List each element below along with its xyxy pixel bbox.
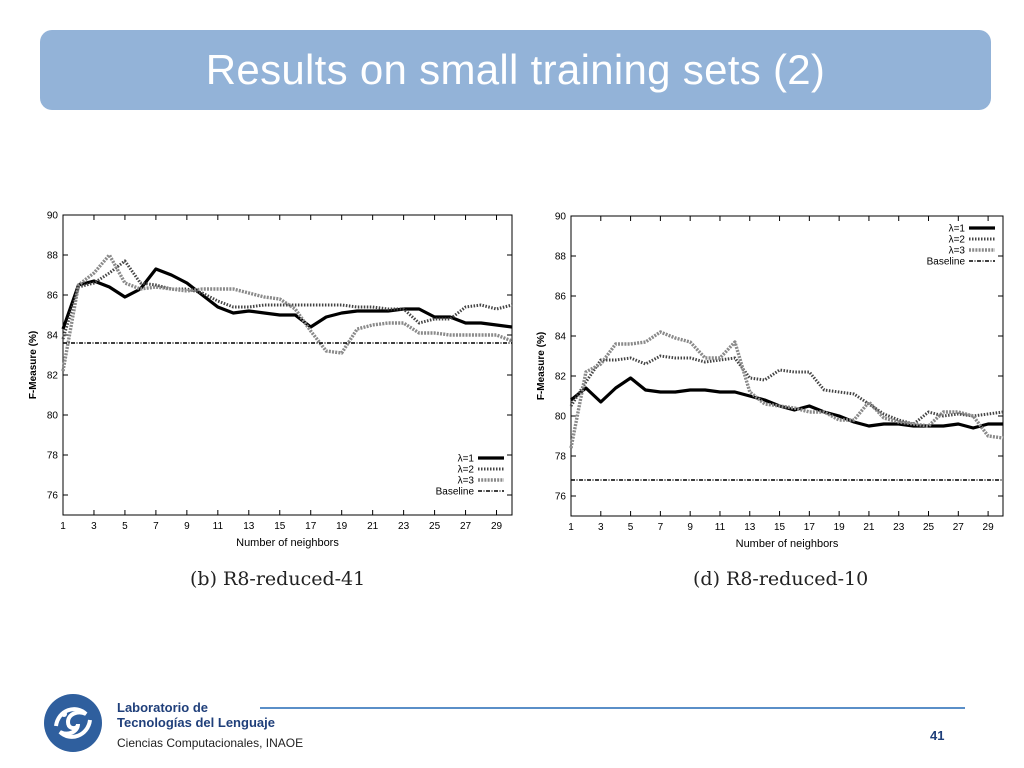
y-tick-label: 82 xyxy=(47,371,59,382)
x-tick-label: 1 xyxy=(60,521,66,532)
y-tick-label: 78 xyxy=(47,451,59,462)
chart-panel-left: 76 78 80 82 84 86 88 90 1 3 5 7 9 11 13 15 17 19 21 23 25 27 2… xyxy=(20,200,520,610)
x-axis-label: Number of neighbors xyxy=(236,537,339,549)
x-tick-label: 5 xyxy=(122,521,128,532)
series-line xyxy=(61,259,513,340)
x-tick-label: 23 xyxy=(893,522,905,533)
x-tick-label: 29 xyxy=(491,521,503,532)
x-tick-label: 7 xyxy=(153,521,159,532)
y-tick-label: 86 xyxy=(47,291,59,302)
x-tick-label: 15 xyxy=(774,522,786,533)
series-line xyxy=(569,330,1004,449)
series-line xyxy=(61,253,513,372)
lab-subtitle: Ciencias Computacionales, INAOE xyxy=(117,736,304,750)
series-line xyxy=(61,267,513,330)
y-tick-label: 78 xyxy=(555,452,567,463)
y-tick-label: 82 xyxy=(555,372,567,383)
footer-divider xyxy=(260,707,965,709)
x-tick-label: 9 xyxy=(184,521,190,532)
x-axis-label: Number of neighbors xyxy=(736,538,839,550)
y-tick-label: 80 xyxy=(47,411,59,422)
x-tick-label: 25 xyxy=(923,522,935,533)
x-tick-label: 1 xyxy=(568,522,574,533)
y-tick-label: 80 xyxy=(555,412,567,423)
chart-caption: (d) R8-reduced-10 xyxy=(693,568,869,590)
x-tick-label: 9 xyxy=(687,522,693,533)
series-line xyxy=(569,354,1004,426)
x-tick-label: 27 xyxy=(460,521,472,532)
legend-label: Baseline xyxy=(436,487,475,498)
x-tick-label: 21 xyxy=(863,522,875,533)
y-tick-label: 90 xyxy=(555,212,567,223)
inaoe-logo-icon xyxy=(44,694,102,752)
y-axis-label: F-Measure (%) xyxy=(28,331,39,399)
x-tick-label: 19 xyxy=(336,521,348,532)
x-tick-label: 5 xyxy=(628,522,634,533)
y-tick-label: 88 xyxy=(555,252,567,263)
x-tick-label: 13 xyxy=(243,521,255,532)
chart-caption: (b) R8-reduced-41 xyxy=(190,568,366,590)
legend-label: λ=1 xyxy=(949,224,966,235)
y-tick-label: 86 xyxy=(555,292,567,303)
chart-panel-right: 76 78 80 82 84 86 88 90 1 3 5 7 9 11 13 15 17 19 21 23 25 27 2… xyxy=(530,200,1010,610)
x-tick-label: 27 xyxy=(953,522,965,533)
x-tick-label: 7 xyxy=(658,522,664,533)
x-tick-label: 23 xyxy=(398,521,410,532)
y-axis-label: F-Measure (%) xyxy=(536,332,547,400)
title-bar: Results on small training sets (2) xyxy=(40,30,991,110)
y-tick-label: 76 xyxy=(555,492,567,503)
slide-title: Results on small training sets (2) xyxy=(205,46,826,93)
legend-label: λ=3 xyxy=(949,246,966,257)
lab-name: Laboratorio de Tecnologías del Lenguaje xyxy=(117,700,275,730)
y-tick-label: 90 xyxy=(47,211,59,222)
x-tick-label: 3 xyxy=(598,522,604,533)
legend-label: λ=1 xyxy=(458,454,475,465)
x-tick-label: 13 xyxy=(744,522,756,533)
x-tick-label: 11 xyxy=(213,521,224,532)
x-tick-label: 17 xyxy=(305,521,317,532)
x-tick-label: 17 xyxy=(804,522,816,533)
plot-frame xyxy=(570,215,1004,517)
legend-label: λ=3 xyxy=(458,476,475,487)
y-tick-label: 88 xyxy=(47,251,59,262)
legend-label: Baseline xyxy=(927,257,966,268)
x-tick-label: 29 xyxy=(983,522,995,533)
legend-label: λ=2 xyxy=(458,465,475,476)
y-tick-label: 84 xyxy=(47,331,59,342)
plot-frame xyxy=(62,214,513,516)
x-tick-label: 15 xyxy=(274,521,286,532)
x-tick-label: 3 xyxy=(91,521,97,532)
x-tick-label: 19 xyxy=(834,522,846,533)
x-tick-label: 21 xyxy=(367,521,379,532)
y-tick-label: 76 xyxy=(47,491,59,502)
page-number: 41 xyxy=(930,728,945,743)
lab-name-line2: Tecnologías del Lenguaje xyxy=(117,715,275,730)
x-tick-label: 11 xyxy=(715,522,726,533)
x-tick-label: 25 xyxy=(429,521,441,532)
series-line xyxy=(569,376,1003,430)
legend-label: λ=2 xyxy=(949,235,966,246)
lab-name-line1: Laboratorio de xyxy=(117,700,209,715)
y-tick-label: 84 xyxy=(555,332,567,343)
